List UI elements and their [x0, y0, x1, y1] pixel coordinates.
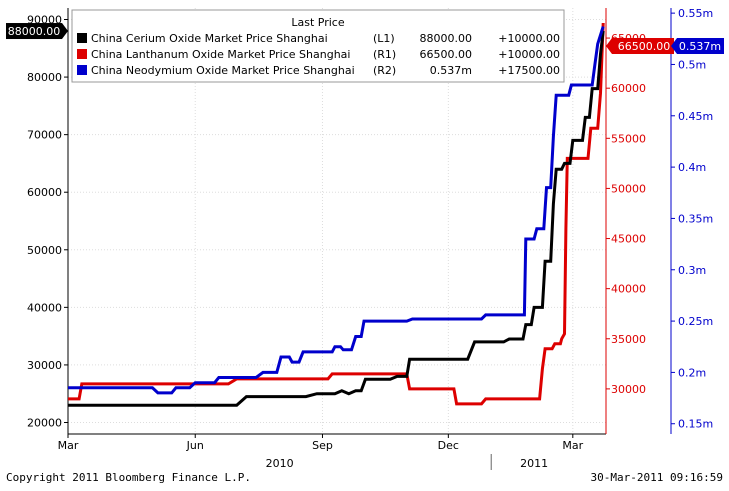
right-axis-r1: 3000035000400004500050000550006000065000	[606, 32, 646, 396]
last-tag-r1-label: 66500.00	[618, 40, 671, 53]
legend-box	[71, 9, 565, 83]
legend-rows: China Cerium Oxide Market Price Shanghai…	[77, 32, 560, 77]
x-tick-label: Mar	[58, 439, 79, 452]
legend-series-name: China Cerium Oxide Market Price Shanghai	[91, 32, 328, 45]
right-axis-r2: 0.15m 0.2m 0.25m 0.3m 0.35m 0.4m 0.45m 0.5m 0.55…	[671, 7, 713, 431]
r2-tick-label: 0.4m	[678, 161, 706, 174]
r1-tick-label: 45000	[611, 233, 646, 246]
legend-axis-tag: (R2)	[373, 64, 396, 77]
r2-tick-label: 0.35m	[678, 212, 713, 225]
x-tick-label: Dec	[438, 439, 459, 452]
x-tick-label: Mar	[562, 439, 583, 452]
legend-last-value: 66500.00	[420, 48, 473, 61]
legend-change-value: +10000.00	[498, 48, 560, 61]
x-axis: Mar Jun Sep Dec Mar 2010 2011	[58, 434, 584, 470]
last-tag-l1-label: 88000.00	[8, 25, 61, 38]
l1-tick-label: 20000	[27, 416, 62, 429]
l1-tick-label: 40000	[27, 301, 62, 314]
r2-tick-label: 0.15m	[678, 418, 713, 431]
legend-last-value: 88000.00	[420, 32, 473, 45]
r2-tick-label: 0.25m	[678, 315, 713, 328]
legend: Last Price China Cerium Oxide Market Pri…	[71, 9, 565, 83]
timestamp-text: 30-Mar-2011 09:16:59	[590, 471, 723, 484]
legend-swatch	[77, 49, 87, 59]
year-label: 2010	[266, 457, 294, 470]
l1-tick-label: 50000	[27, 244, 62, 257]
legend-title: Last Price	[291, 16, 344, 29]
r1-tick-label: 35000	[611, 333, 646, 346]
x-tick-label: Jun	[186, 439, 204, 452]
copyright-text: Copyright 2011 Bloomberg Finance L.P.	[6, 471, 252, 484]
plot-frame	[67, 8, 672, 435]
legend-series-name: China Neodymium Oxide Market Price Shang…	[91, 64, 355, 77]
r2-tick-label: 0.2m	[678, 366, 706, 379]
legend-axis-tag: (R1)	[373, 48, 396, 61]
legend-change-value: +17500.00	[498, 64, 560, 77]
l1-tick-label: 80000	[27, 71, 62, 84]
r1-tick-label: 60000	[611, 82, 646, 95]
last-tag-r2-label: 0.537m	[679, 40, 721, 53]
r2-tick-label: 0.5m	[678, 58, 706, 71]
r1-tick-label: 55000	[611, 132, 646, 145]
legend-change-value: +10000.00	[498, 32, 560, 45]
l1-tick-label: 70000	[27, 129, 62, 142]
legend-swatch	[77, 65, 87, 75]
series-line-r1	[68, 22, 605, 406]
last-tag-r1-bg	[606, 38, 674, 54]
legend-last-value: 0.537m	[430, 64, 472, 77]
legend-swatch	[77, 33, 87, 43]
r2-tick-label: 0.45m	[678, 110, 713, 123]
series-line-r2	[68, 26, 605, 395]
r1-tick-label: 30000	[611, 383, 646, 396]
r2-tick-label: 0.55m	[678, 7, 713, 20]
l1-tick-label: 30000	[27, 359, 62, 372]
last-tag-r2-bg	[671, 38, 724, 54]
series-layer	[68, 22, 605, 407]
series-line-l1	[68, 30, 605, 407]
l1-tick-label: 60000	[27, 186, 62, 199]
last-price-tags: 88000.00 66500.00 0.537m	[6, 23, 724, 54]
legend-series-name: China Lanthanum Oxide Market Price Shang…	[91, 48, 350, 61]
r2-tick-label: 0.3m	[678, 264, 706, 277]
year-label: 2011	[520, 457, 548, 470]
legend-axis-tag: (L1)	[373, 32, 395, 45]
x-tick-label: Sep	[312, 439, 333, 452]
r1-tick-label: 50000	[611, 182, 646, 195]
last-tag-l1-arrow	[62, 23, 68, 40]
r1-tick-label: 40000	[611, 283, 646, 296]
last-tag-l1-bg	[6, 23, 62, 40]
